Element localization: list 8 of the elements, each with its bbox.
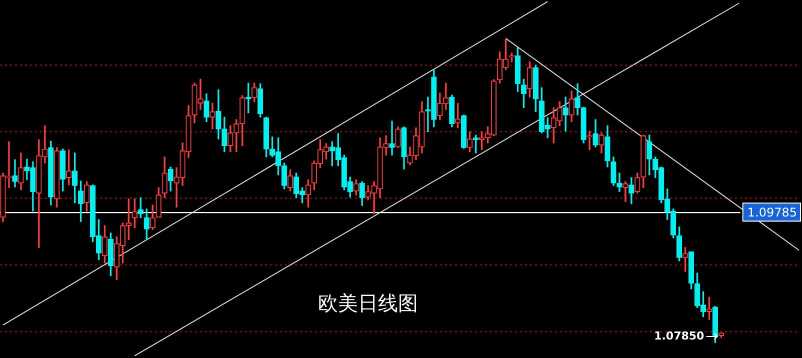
text: 欧美日线图 <box>318 291 418 316</box>
candlestick <box>616 172 622 192</box>
annotation: 1.09785 <box>747 206 797 220</box>
candlestick <box>12 159 18 188</box>
candlestick <box>622 181 628 202</box>
annotation: 1.07850 <box>654 329 705 342</box>
candlestick <box>389 120 395 156</box>
candlestick <box>210 102 216 130</box>
